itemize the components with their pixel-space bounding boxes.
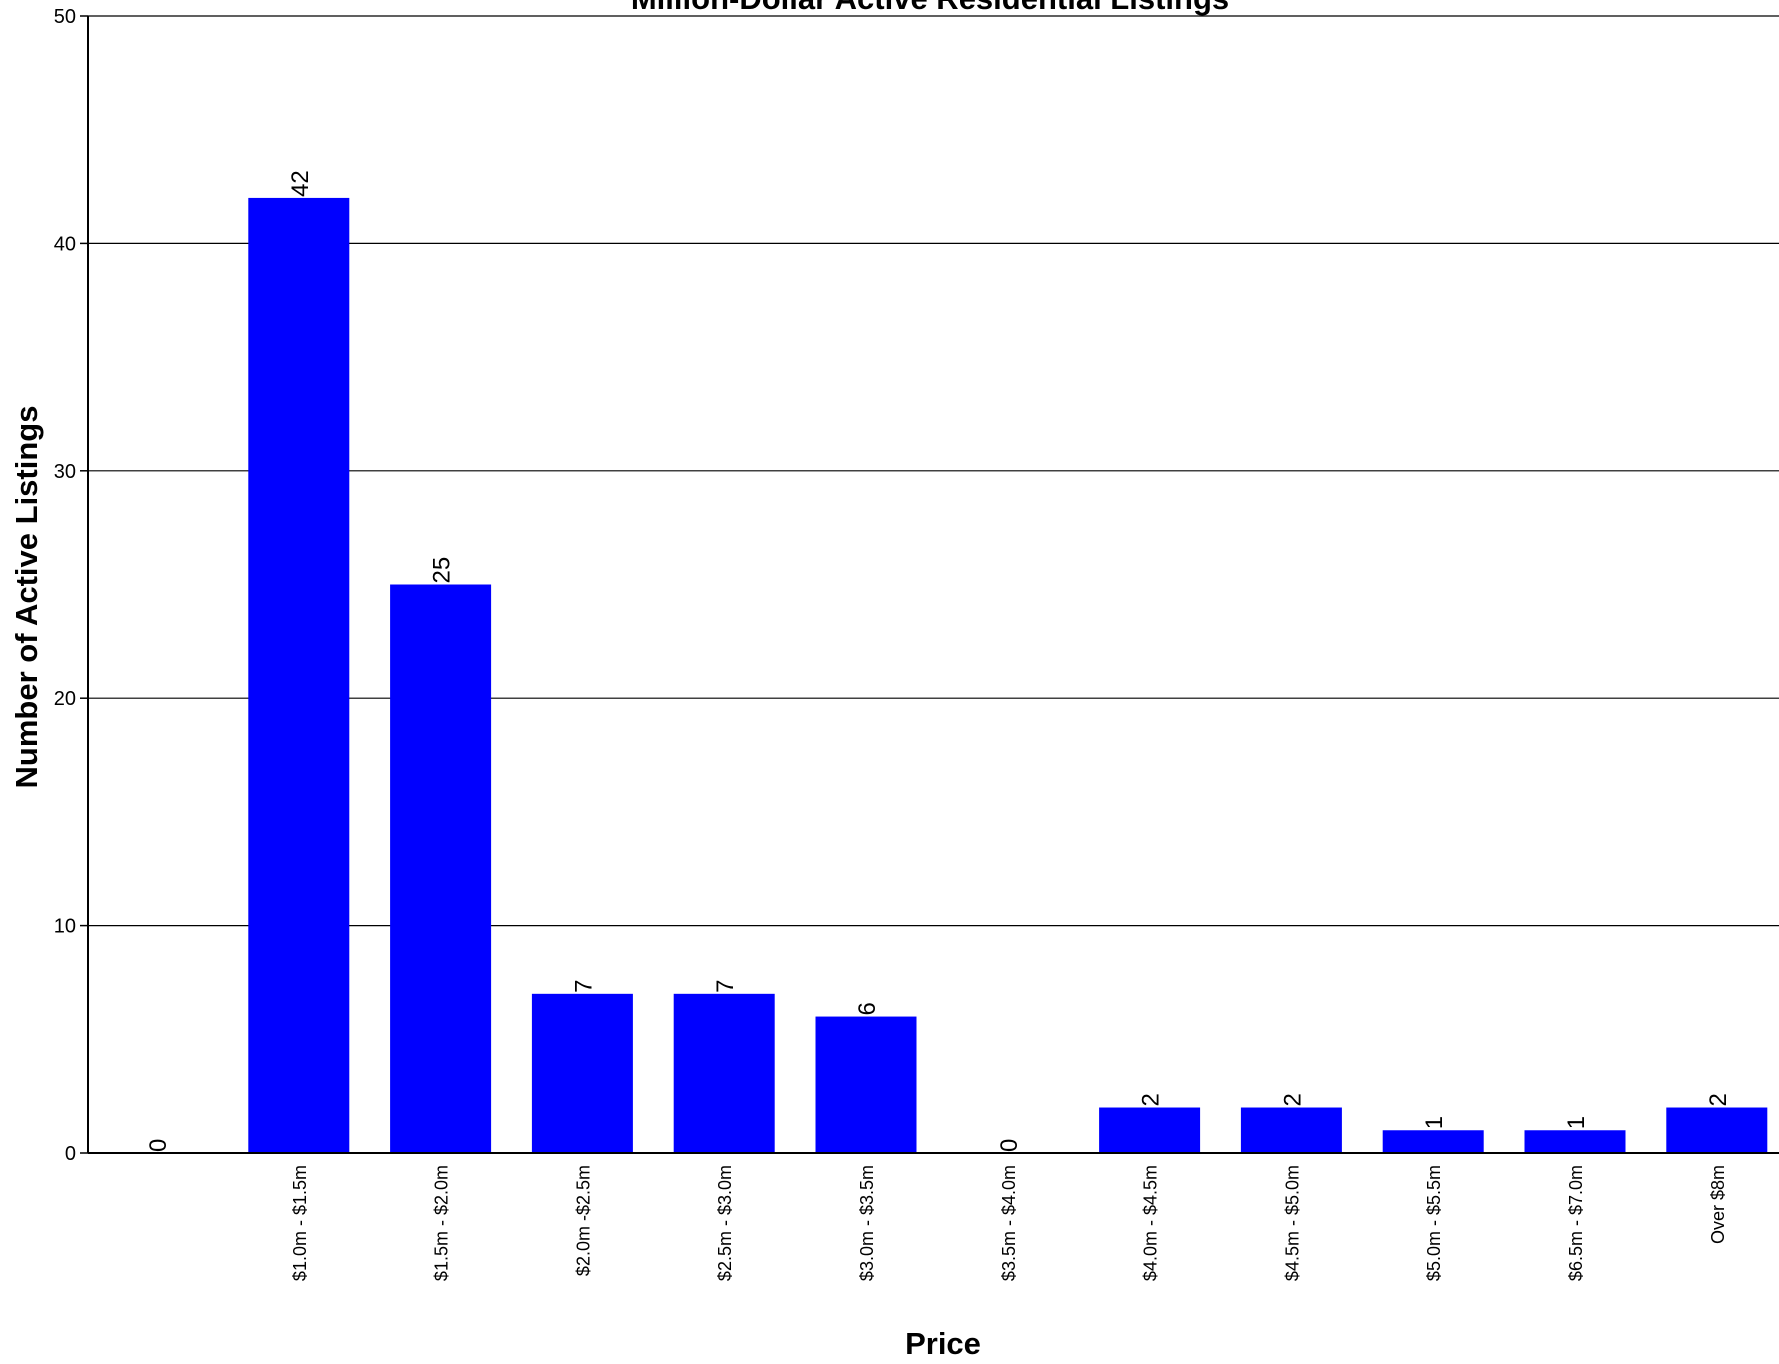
x-axis-title: Price <box>905 1326 981 1361</box>
y-tick-label: 50 <box>54 6 76 28</box>
bar-value-label: 7 <box>712 979 739 992</box>
bar-value-label: 2 <box>1705 1093 1732 1106</box>
bar-value-label: 42 <box>287 170 314 197</box>
y-tick-label: 0 <box>65 1143 76 1165</box>
y-tick-label: 10 <box>54 916 76 938</box>
x-tick-labels: $1.0m - $1.5m $1.5m - $2.0m $2.0m -$2.5m $2… <box>290 1165 1728 1281</box>
y-tick-label: 30 <box>54 461 76 483</box>
x-tick-label: $1.5m - $2.0m <box>432 1165 452 1281</box>
x-tick-label: $3.5m - $4.0m <box>999 1165 1019 1281</box>
y-tick-label: 40 <box>54 233 76 255</box>
bar-value-label: 25 <box>429 557 456 584</box>
axes <box>87 16 1779 1154</box>
bar-value-label: 0 <box>145 1139 172 1152</box>
bar <box>1240 1107 1342 1153</box>
bar-value-label: 0 <box>996 1139 1023 1152</box>
bar <box>531 993 633 1153</box>
grid-lines <box>88 15 1779 927</box>
bar-value-label: 2 <box>1279 1093 1306 1106</box>
y-tick-label: 20 <box>54 688 76 710</box>
value-labels: 0 42 25 7 7 6 0 2 2 1 1 2 <box>145 170 1732 1152</box>
x-tick-label: $6.5m - $7.0m <box>1566 1165 1586 1281</box>
bar <box>673 993 775 1153</box>
x-tick-label: $4.5m - $5.0m <box>1282 1165 1302 1281</box>
bar <box>1382 1130 1484 1153</box>
x-tick-label: $2.5m - $3.0m <box>715 1165 735 1281</box>
y-axis-title: Number of Active Listings <box>9 406 44 789</box>
chart-title: Million-Dollar Active Residential Listin… <box>631 0 1229 16</box>
x-tick-label: $1.0m - $1.5m <box>290 1165 310 1281</box>
bar <box>815 1016 917 1153</box>
bar <box>390 584 492 1153</box>
bar-value-label: 1 <box>1421 1116 1448 1129</box>
bars <box>248 197 1768 1154</box>
bar <box>1524 1130 1626 1153</box>
x-tick-label: $3.0m - $3.5m <box>857 1165 877 1281</box>
bar <box>1099 1107 1201 1153</box>
x-tick-label: Over $8m <box>1708 1165 1728 1244</box>
bar <box>1666 1107 1768 1153</box>
y-tick-labels: 0 10 20 30 40 50 <box>54 6 88 1165</box>
bar-value-label: 1 <box>1563 1116 1590 1129</box>
bar-value-label: 2 <box>1138 1093 1165 1106</box>
bar-value-label: 6 <box>854 1002 881 1015</box>
bar-value-label: 7 <box>570 979 597 992</box>
x-tick-label: $2.0m -$2.5m <box>573 1165 593 1276</box>
x-tick-label: $5.0m - $5.5m <box>1424 1165 1444 1281</box>
x-tick-label: $4.0m - $4.5m <box>1141 1165 1161 1281</box>
bar <box>248 197 350 1154</box>
